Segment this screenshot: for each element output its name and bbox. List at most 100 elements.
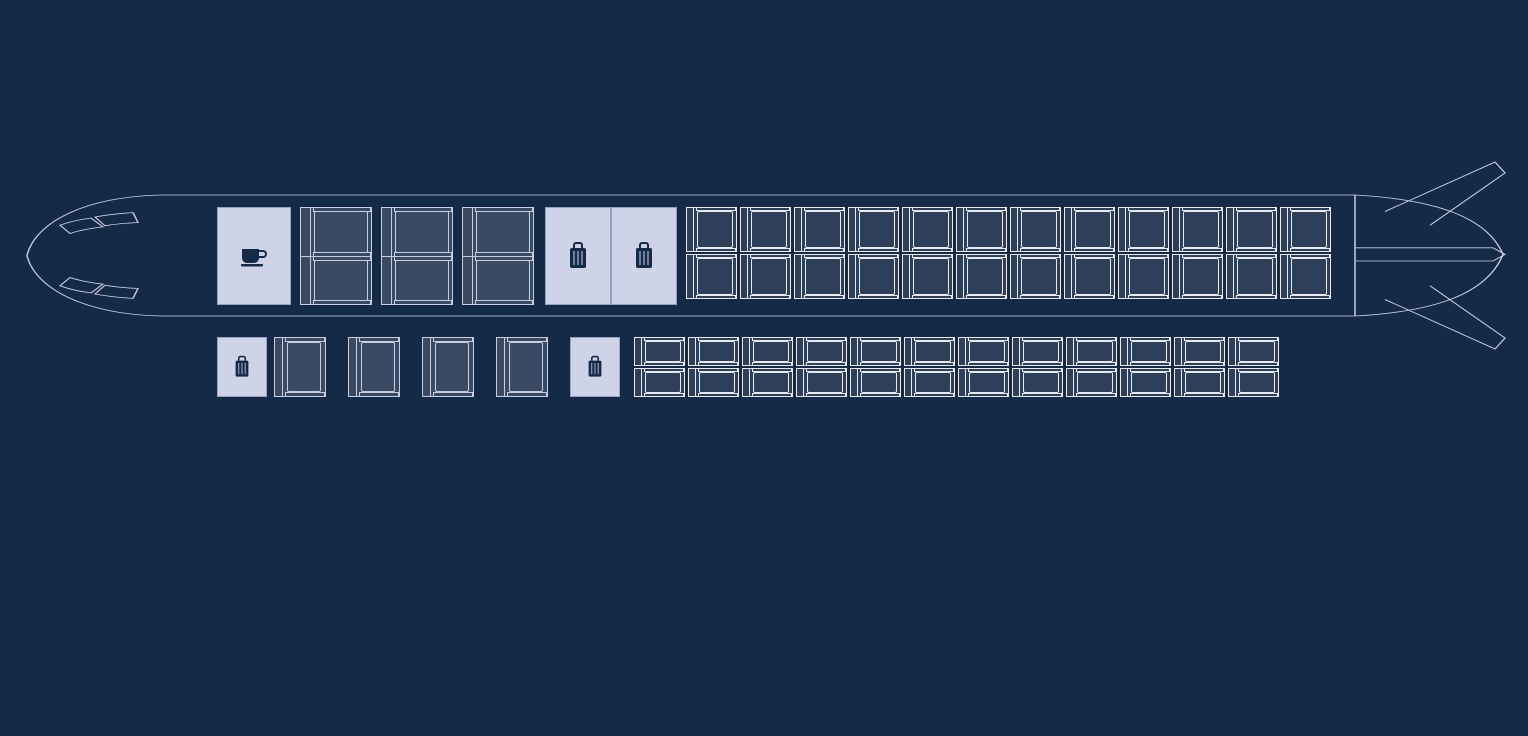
- economy-seat[interactable]: [686, 254, 737, 299]
- economy-seat[interactable]: [958, 337, 1009, 366]
- economy-seat-pair: [740, 207, 791, 305]
- business-seat[interactable]: [462, 257, 534, 306]
- cup-icon: [239, 243, 269, 269]
- economy-seat-pair: [688, 337, 739, 397]
- economy-seat[interactable]: [1010, 254, 1061, 299]
- economy-seat-pair: [1172, 207, 1223, 305]
- economy-seat[interactable]: [1228, 368, 1279, 397]
- economy-seat-pair: [742, 337, 793, 397]
- economy-seat[interactable]: [958, 368, 1009, 397]
- business-seat[interactable]: [422, 337, 474, 397]
- economy-seat-pair: [1064, 207, 1115, 305]
- economy-seat[interactable]: [742, 337, 793, 366]
- economy-seat[interactable]: [1010, 207, 1061, 252]
- cabin-layout: [217, 207, 1334, 397]
- economy-seat[interactable]: [1012, 368, 1063, 397]
- economy-seat[interactable]: [1226, 207, 1277, 252]
- economy-seat[interactable]: [1174, 337, 1225, 366]
- economy-seat-pair: [686, 207, 737, 305]
- economy-seat-pair: [1280, 207, 1331, 305]
- luggage-area[interactable]: [611, 207, 677, 305]
- galley-area[interactable]: [217, 207, 291, 305]
- business-seat[interactable]: [496, 337, 548, 397]
- economy-seat[interactable]: [740, 207, 791, 252]
- economy-seat[interactable]: [1066, 337, 1117, 366]
- business-seat[interactable]: [381, 207, 453, 257]
- economy-seat[interactable]: [1280, 207, 1331, 252]
- economy-seat[interactable]: [956, 207, 1007, 252]
- economy-seat[interactable]: [904, 368, 955, 397]
- economy-seat[interactable]: [1174, 368, 1225, 397]
- economy-seat[interactable]: [956, 254, 1007, 299]
- economy-seat[interactable]: [634, 337, 685, 366]
- suitcase-icon: [586, 355, 604, 379]
- economy-seat[interactable]: [1172, 254, 1223, 299]
- economy-seat-pair: [904, 337, 955, 397]
- economy-seat[interactable]: [742, 368, 793, 397]
- economy-seat-pair: [1226, 207, 1277, 305]
- economy-seat[interactable]: [902, 254, 953, 299]
- economy-seat[interactable]: [904, 337, 955, 366]
- business-seat[interactable]: [348, 337, 400, 397]
- economy-seat-pair: [902, 207, 953, 305]
- economy-block-upper: [686, 207, 1334, 305]
- economy-seat[interactable]: [902, 207, 953, 252]
- economy-seat[interactable]: [796, 368, 847, 397]
- economy-seat[interactable]: [796, 337, 847, 366]
- economy-seat[interactable]: [1064, 207, 1115, 252]
- economy-seat[interactable]: [1172, 207, 1223, 252]
- economy-seat[interactable]: [1280, 254, 1331, 299]
- economy-seat[interactable]: [848, 207, 899, 252]
- economy-seat-pair: [796, 337, 847, 397]
- economy-seat-pair: [1174, 337, 1225, 397]
- economy-seat[interactable]: [850, 337, 901, 366]
- economy-seat-pair: [1228, 337, 1279, 397]
- upper-seat-row: [217, 207, 1334, 305]
- economy-seat[interactable]: [1226, 254, 1277, 299]
- economy-seat[interactable]: [1066, 368, 1117, 397]
- luggage-area[interactable]: [217, 337, 267, 397]
- luggage-area[interactable]: [545, 207, 611, 305]
- economy-seat[interactable]: [688, 337, 739, 366]
- economy-seat[interactable]: [1228, 337, 1279, 366]
- business-seat[interactable]: [274, 337, 326, 397]
- economy-seat-pair: [956, 207, 1007, 305]
- economy-seat-pair: [958, 337, 1009, 397]
- economy-seat-pair: [848, 207, 899, 305]
- economy-seat[interactable]: [794, 254, 845, 299]
- economy-seat[interactable]: [848, 254, 899, 299]
- economy-seat-pair: [1010, 207, 1061, 305]
- business-seat-pair: [381, 207, 453, 305]
- aircraft-seat-map: [25, 195, 1505, 415]
- business-seat[interactable]: [462, 207, 534, 257]
- luggage-area[interactable]: [570, 337, 620, 397]
- business-seat-pair: [300, 207, 372, 305]
- business-seat[interactable]: [381, 257, 453, 306]
- suitcase-icon: [633, 241, 655, 271]
- economy-seat-pair: [634, 337, 685, 397]
- economy-seat-pair: [794, 207, 845, 305]
- economy-seat[interactable]: [634, 368, 685, 397]
- business-seat-pair: [462, 207, 534, 305]
- economy-seat[interactable]: [1118, 254, 1169, 299]
- economy-seat[interactable]: [1012, 337, 1063, 366]
- economy-seat-pair: [1066, 337, 1117, 397]
- economy-seat[interactable]: [740, 254, 791, 299]
- economy-seat-pair: [850, 337, 901, 397]
- economy-seat[interactable]: [688, 368, 739, 397]
- business-seat[interactable]: [300, 257, 372, 306]
- lower-seat-row: [217, 337, 1334, 397]
- economy-seat[interactable]: [686, 207, 737, 252]
- suitcase-icon: [233, 355, 251, 379]
- economy-seat[interactable]: [850, 368, 901, 397]
- economy-seat[interactable]: [794, 207, 845, 252]
- economy-seat-pair: [1118, 207, 1169, 305]
- economy-seat[interactable]: [1120, 368, 1171, 397]
- economy-block-lower: [634, 337, 1282, 397]
- suitcase-icon: [567, 241, 589, 271]
- economy-seat[interactable]: [1118, 207, 1169, 252]
- economy-seat[interactable]: [1064, 254, 1115, 299]
- economy-seat[interactable]: [1120, 337, 1171, 366]
- economy-seat-pair: [1120, 337, 1171, 397]
- business-seat[interactable]: [300, 207, 372, 257]
